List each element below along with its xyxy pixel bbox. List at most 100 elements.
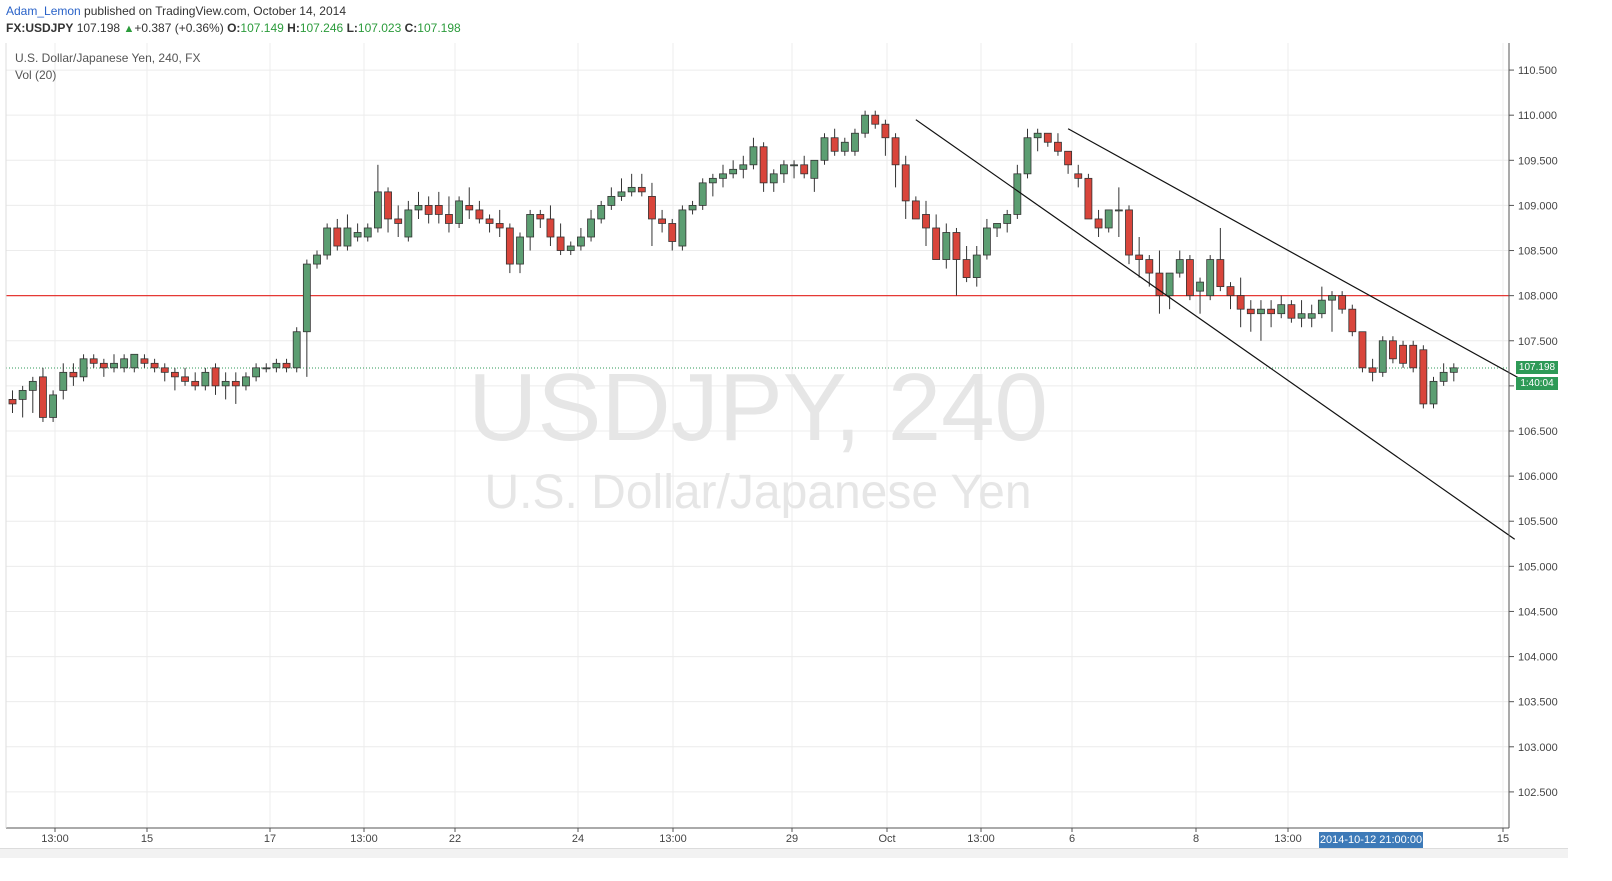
candle-body — [749, 146, 758, 166]
candle — [719, 164, 727, 188]
candle-body — [130, 353, 139, 369]
candle — [89, 354, 98, 368]
price-change: +0.387 (+0.36%) — [134, 21, 224, 35]
x-tick-label: 13:00 — [41, 833, 69, 845]
high-label: H: — [287, 21, 300, 35]
candle-body — [252, 367, 261, 378]
candle — [739, 155, 748, 179]
candle — [59, 363, 68, 400]
low-label: L: — [346, 21, 358, 35]
x-tick-label: 22 — [449, 833, 461, 845]
candle-body — [546, 218, 555, 238]
candle — [353, 223, 362, 242]
candle — [262, 363, 271, 373]
x-tick-label: 15 — [1497, 833, 1509, 845]
low-value: 107.023 — [357, 21, 402, 35]
candle-body — [1216, 259, 1225, 288]
candle — [901, 155, 910, 219]
candle-body — [434, 205, 443, 215]
candle — [323, 223, 332, 260]
candle — [891, 133, 900, 188]
candle-body — [170, 371, 179, 378]
candle — [150, 358, 159, 373]
candle — [292, 327, 301, 373]
candle-body — [688, 205, 697, 211]
candle — [1439, 363, 1448, 386]
candle — [1216, 227, 1225, 292]
open-value: 107.149 — [240, 21, 284, 35]
candle — [749, 137, 758, 170]
candle — [668, 218, 677, 251]
candle-body — [597, 205, 606, 220]
candle-body — [881, 123, 890, 139]
candle-body — [181, 376, 189, 382]
candle — [1419, 345, 1428, 409]
candle — [830, 128, 839, 156]
candle-body — [49, 394, 57, 418]
candle-body — [69, 371, 78, 378]
y-tick-label: 106.500 — [1518, 426, 1558, 438]
candle — [678, 205, 687, 251]
candle-body — [110, 362, 118, 369]
candle-body — [577, 236, 585, 247]
candle — [99, 358, 108, 377]
author-link[interactable]: Adam_Lemon — [6, 4, 81, 18]
candle — [840, 137, 849, 156]
candle — [861, 110, 869, 138]
candle — [1429, 376, 1438, 409]
candle — [1378, 336, 1387, 377]
candle-body — [150, 362, 159, 369]
x-tick-label: 24 — [572, 833, 584, 845]
candle — [120, 354, 129, 373]
candle-body — [1307, 313, 1316, 319]
candle — [1013, 164, 1022, 219]
candle-body — [516, 236, 524, 265]
candle-body — [1196, 281, 1204, 292]
candle-body — [759, 146, 768, 184]
candle-body — [840, 141, 849, 152]
grid — [6, 43, 1509, 828]
horizontal-lines[interactable] — [6, 294, 1509, 369]
candle — [242, 372, 250, 391]
candle — [1135, 236, 1144, 278]
candle-body — [363, 227, 372, 238]
candle-body — [1439, 371, 1448, 382]
candle-body — [901, 164, 910, 202]
candle — [911, 196, 920, 220]
candle-body — [668, 223, 677, 242]
candle-body — [1449, 367, 1458, 373]
candle-body — [1338, 295, 1347, 310]
candle — [1389, 336, 1397, 364]
candle — [1196, 277, 1204, 314]
x-tick-label: 15 — [141, 833, 153, 845]
candle — [485, 214, 494, 233]
candle-body — [1043, 132, 1052, 143]
candle-body — [698, 182, 707, 206]
candle-body — [89, 358, 98, 364]
candle — [1277, 295, 1286, 319]
candle — [1307, 304, 1316, 328]
candle — [424, 196, 433, 224]
candle — [698, 178, 707, 210]
candle — [1226, 282, 1235, 310]
candle-body — [962, 259, 971, 278]
trend-lines[interactable] — [915, 119, 1526, 540]
candle-body — [780, 164, 788, 175]
candle-body — [800, 164, 809, 175]
candle-body — [231, 380, 240, 387]
chart-canvas[interactable]: USDJPY, 240 U.S. Dollar/Japanese Yen 110… — [0, 0, 1568, 857]
candle — [1165, 272, 1174, 310]
axes: 110.500 110.000 109.500 109.000 108.500 108.0… — [5, 43, 1558, 845]
candle-body — [99, 362, 108, 369]
ohlc-line: FX:USDJPY 107.198 ▲+0.387 (+0.36%) O:107… — [6, 21, 461, 35]
candle — [729, 160, 738, 179]
candle — [221, 372, 230, 400]
candle — [932, 214, 941, 260]
candle — [1236, 277, 1245, 328]
candle — [495, 209, 504, 237]
open-label: O: — [227, 21, 241, 35]
candle-body — [140, 358, 149, 364]
x-tick-label: 13:00 — [967, 833, 995, 845]
candle — [983, 218, 991, 260]
candle — [1206, 255, 1215, 301]
